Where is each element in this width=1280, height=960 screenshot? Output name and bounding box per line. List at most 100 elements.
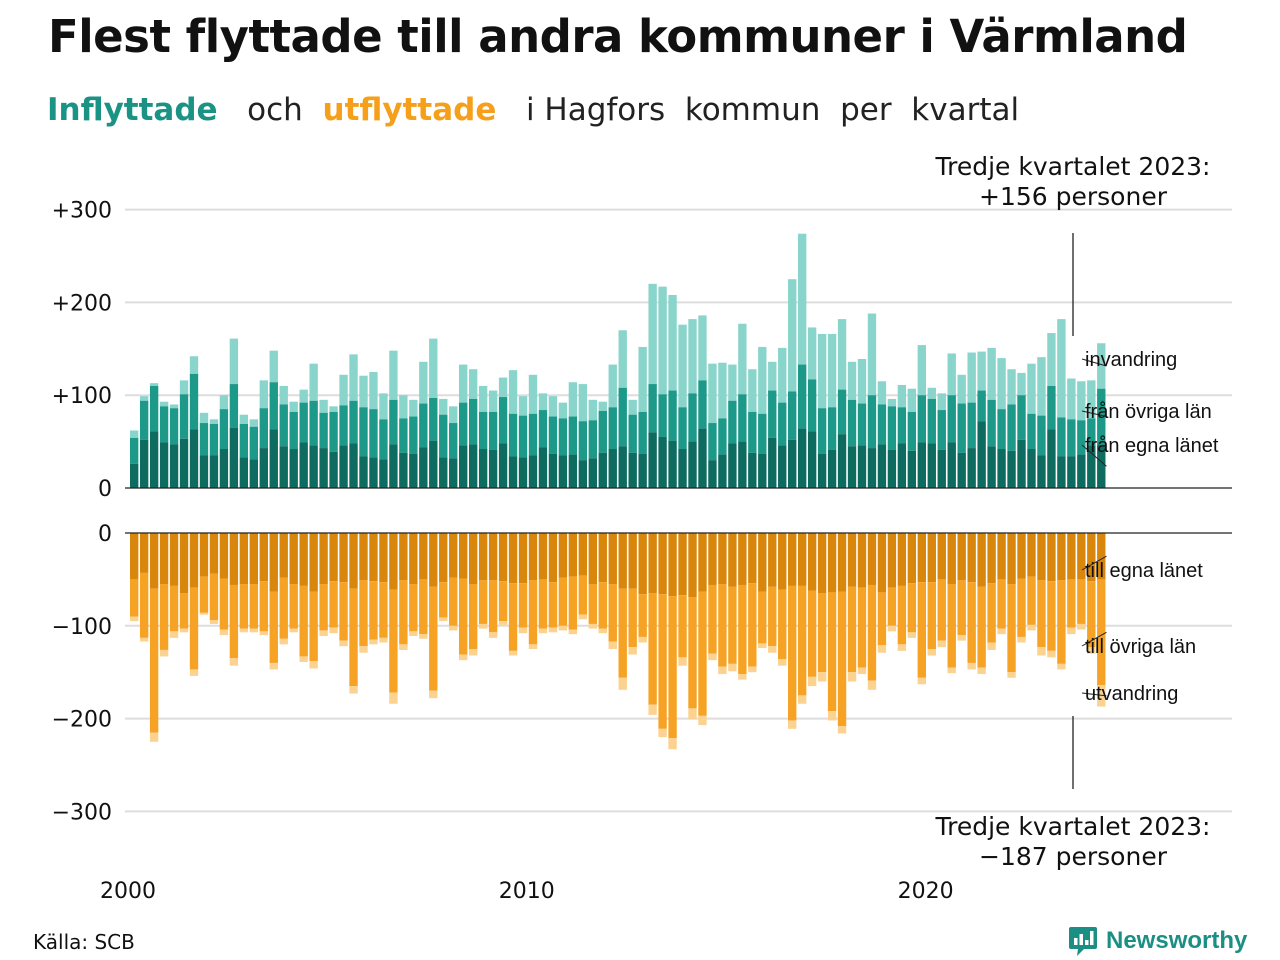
bar-out-ovriga [927,582,936,649]
bar-in-egna [778,445,787,488]
bar-in-invandring [299,389,308,403]
bar-in-egna [538,447,548,488]
bar-out-ovriga [867,584,877,681]
bar-in-invandring [698,315,707,381]
bar-out-ovriga [1097,579,1106,686]
bar-out-egna [269,533,278,592]
bar-out-utvandring [409,631,418,637]
bar-in-invandring [867,313,877,396]
bar-in-invandring [618,330,627,388]
bar-out-ovriga [149,588,159,733]
bar-out-egna [1067,533,1076,580]
bar-in-invandring [628,399,637,415]
bar-in-egna [987,446,996,488]
bar-out-ovriga [827,592,837,712]
newsworthy-logo[interactable]: Newsworthy [1068,924,1247,958]
bar-out-ovriga [758,591,767,644]
bar-out-utvandring [1017,636,1026,643]
bar-in-ovriga [329,411,338,452]
bar-out-egna [518,533,528,584]
bar-in-egna [738,441,747,488]
bar-in-invandring [1087,380,1096,419]
bar-in-ovriga [478,411,488,450]
bar-out-egna [1037,533,1046,581]
bar-in-ovriga [967,402,976,449]
bar-out-egna [189,533,199,588]
bar-out-ovriga [907,583,917,633]
bar-in-egna [299,442,308,488]
bar-out-ovriga [987,583,996,643]
bar-out-egna [209,533,219,574]
bar-out-egna [897,533,907,586]
bar-out-utvandring [618,677,627,690]
bar-out-utvandring [947,667,956,674]
bar-in-ovriga [1097,388,1106,445]
bar-out-ovriga [179,593,189,629]
bar-in-invandring [778,347,787,403]
bar-out-egna [997,533,1006,580]
bar-out-utvandring [1097,685,1106,707]
bar-out-ovriga [638,594,647,637]
bar-in-ovriga [628,414,637,453]
bar-in-egna [927,443,936,488]
bar-out-egna [987,533,996,584]
bar-in-invandring [817,333,827,409]
bar-out-ovriga [947,584,956,668]
bar-in-invandring [997,358,1006,410]
bar-in-ovriga [937,410,946,450]
bar-out-egna [927,533,936,583]
bar-out-egna [937,533,946,580]
bar-out-egna [1057,533,1066,581]
bar-in-ovriga [189,373,199,430]
bar-out-utvandring [289,628,298,633]
bar-in-ovriga [429,397,438,441]
bar-in-egna [429,440,438,488]
bar-out-ovriga [259,581,268,632]
bar-out-egna [369,533,378,582]
bar-in-ovriga [638,411,647,454]
bar-out-egna [678,533,687,596]
bar-out-utvandring [498,621,508,625]
bar-out-egna [748,533,757,584]
bar-in-egna [269,429,278,488]
bar-in-egna [339,445,348,488]
bar-in-invandring [309,363,318,401]
bar-in-ovriga [847,399,857,447]
bar-out-utvandring [548,627,558,633]
bar-in-ovriga [718,418,727,455]
bar-out-egna [688,533,697,598]
bar-out-ovriga [817,593,827,673]
chart-title: Flest flyttade till andra kommuner i Vär… [48,10,1188,63]
bar-in-ovriga [1037,415,1046,456]
bar-out-utvandring [977,667,986,675]
bar-out-egna [538,533,548,580]
bar-in-egna [568,454,578,488]
bar-out-egna [259,533,268,582]
bar-out-ovriga [718,584,727,667]
bar-out-egna [917,533,926,583]
bar-out-egna [668,533,677,597]
bar-out-ovriga [269,591,278,663]
bar-out-utvandring [917,677,926,685]
bar-out-utvandring [738,674,747,680]
bar-out-ovriga [478,580,488,624]
bar-out-utvandring [758,643,767,649]
bar-out-egna [648,533,657,594]
series-label-out-1: till övriga län [1085,636,1196,658]
bar-in-invandring [837,319,847,390]
bar-in-egna [708,460,717,488]
bar-in-invandring [1097,343,1106,389]
newsworthy-logo-icon [1069,927,1097,956]
bar-out-egna [758,533,767,592]
bar-in-egna [718,454,727,488]
bar-out-egna [459,533,468,579]
bar-out-ovriga [209,573,219,621]
bar-in-invandring [807,327,817,380]
bar-out-ovriga [219,578,229,630]
bar-in-egna [748,452,757,488]
bar-in-ovriga [259,408,268,449]
bar-out-utvandring [628,647,637,655]
bar-out-utvandring [1077,623,1086,630]
bar-in-invandring [279,385,288,405]
bar-out-utvandring [399,644,408,650]
